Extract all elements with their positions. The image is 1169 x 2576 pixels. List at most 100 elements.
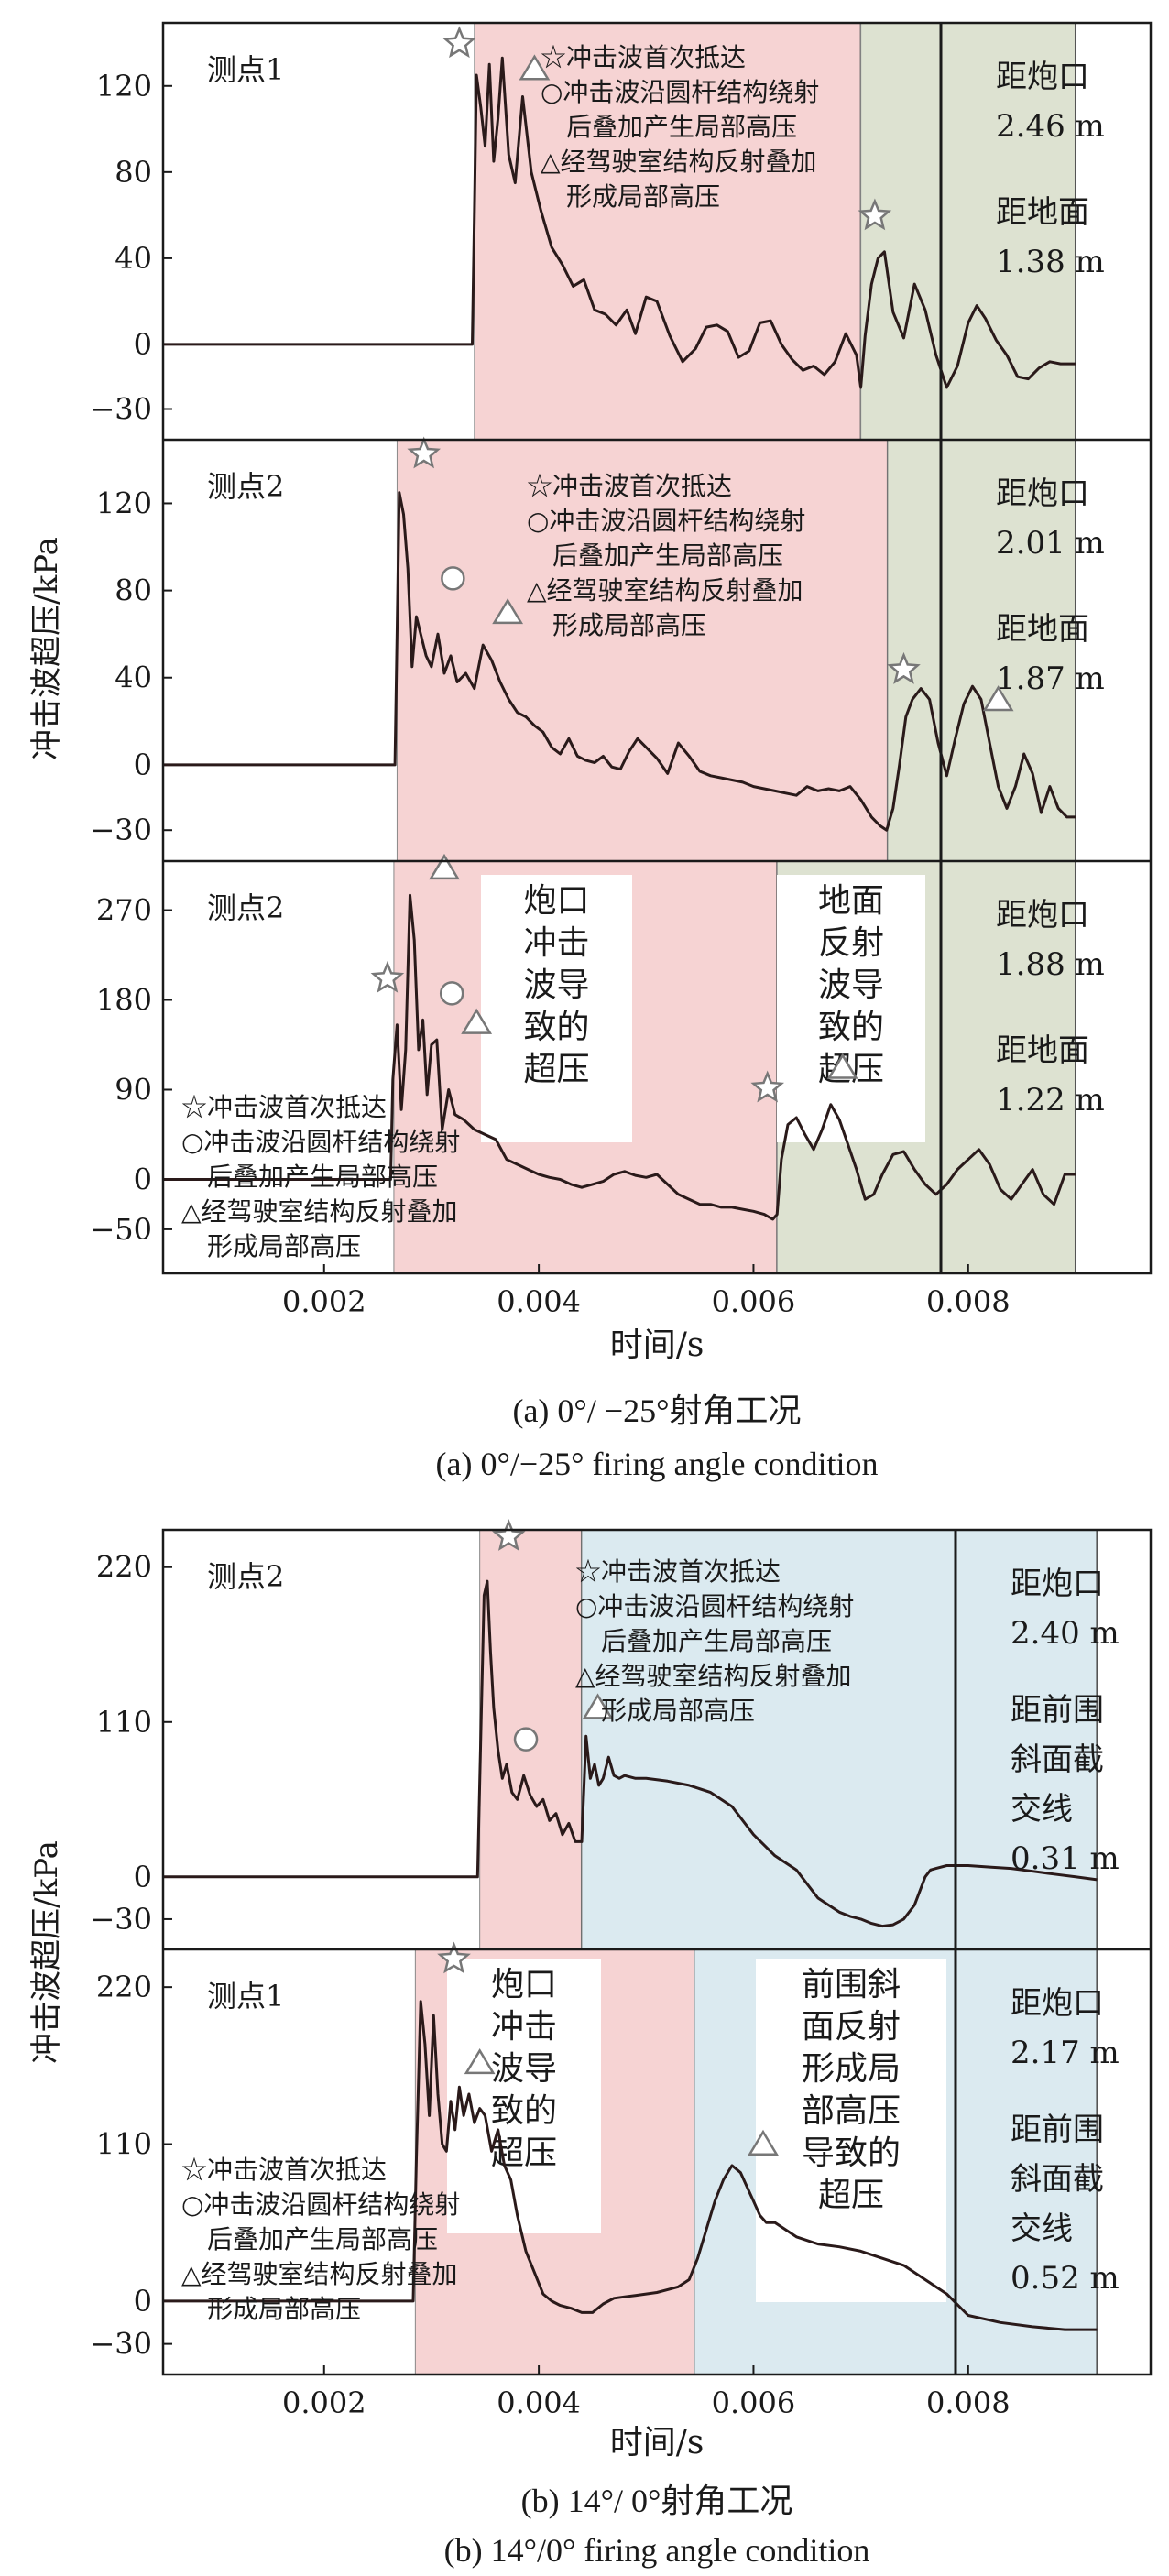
x-tick-label: 0.006 (712, 1284, 796, 1319)
info-text: 交线 (1011, 2210, 1073, 2247)
info-text: 2.46 m (996, 108, 1105, 145)
annotation-box-text: 超压 (523, 1051, 589, 1088)
y-tick-label: 120 (96, 486, 152, 520)
legend-line: 形成局部高压 (527, 610, 706, 640)
region-ground (860, 23, 1076, 440)
info-text: 2.17 m (1011, 2035, 1120, 2071)
legend-line: ☆冲击波首次抵达 (181, 1092, 387, 1122)
legend-line: ○冲击波沿圆杆结构绕射 (181, 1127, 460, 1157)
triangle-marker (461, 1008, 493, 1034)
info-text: 0.52 m (1011, 2260, 1120, 2297)
series-line (163, 1579, 1098, 1928)
triangle-marker (826, 1053, 858, 1079)
info-text: 斜面截 (1011, 1741, 1104, 1778)
annotation-box-text: 波导 (491, 2050, 557, 2088)
legend-line: △经驾驶室结构反射叠加 (527, 575, 803, 606)
y-tick-label: 40 (115, 241, 152, 276)
legend-line: 后叠加产生局部高压 (541, 112, 797, 142)
info-text: 2.01 m (996, 525, 1105, 562)
x-tick-label: 0.002 (282, 2385, 366, 2420)
info-text: 距炮口 (1011, 1985, 1104, 2022)
legend-line: ☆冲击波首次抵达 (527, 471, 732, 501)
x-tick-label: 0.002 (282, 1284, 366, 1319)
series-line (163, 56, 1076, 389)
y-tick-label: −30 (90, 1902, 152, 1937)
x-axis-label-b: 时间/s (610, 2424, 705, 2461)
legend-line: ○冲击波沿圆杆结构绕射 (575, 1591, 854, 1621)
annotation-box-text: 导致的 (802, 2134, 901, 2172)
caption-b-cn: (b) 14°/ 0°射角工况 (521, 2483, 793, 2519)
annotation-box-text: 超压 (818, 2177, 884, 2214)
circle-marker (439, 981, 464, 1006)
annotation-box-text: 致的 (818, 1009, 884, 1046)
y-tick-label: −30 (90, 2327, 152, 2362)
x-tick-label: 0.004 (497, 1284, 581, 1319)
annotation-box-ground (777, 875, 925, 1142)
x-tick-label: 0.008 (926, 1284, 1011, 1319)
series-line (163, 2000, 1098, 2331)
region-muzzle (474, 23, 861, 440)
star-marker (442, 26, 476, 59)
y-tick-label: 80 (115, 573, 152, 608)
info-text: 距炮口 (996, 59, 1089, 95)
legend-line: ☆冲击波首次抵达 (575, 1556, 781, 1587)
y-tick-label: 110 (96, 1705, 152, 1740)
annotation-box-text: 波导 (523, 966, 589, 1004)
triangle-marker (492, 597, 524, 625)
circle-marker (441, 566, 465, 591)
annotation-box-muzzle (447, 1959, 601, 2233)
series-line (163, 491, 1076, 832)
annotation-box-text: 冲击 (523, 924, 589, 962)
triangle-marker (464, 2047, 496, 2075)
annotation-box-muzzle (481, 875, 632, 1142)
legend-line: 后叠加产生局部高压 (575, 1626, 832, 1656)
info-text: 距地面 (996, 194, 1089, 231)
legend-line: ○冲击波沿圆杆结构绕射 (181, 2189, 460, 2220)
figure-frame-b (161, 1528, 1153, 2376)
info-text: 交线 (1011, 1791, 1073, 1828)
y-tick-label: 80 (115, 155, 152, 190)
panel-a3: 炮口冲击波导致的超压地面反射波导致的超压270180900−500.0020.0… (90, 853, 1105, 1319)
y-tick-label: 180 (96, 983, 152, 1018)
panel-a2: 120 80 40 0 −30 ☆冲击波首次抵达 ○冲击波沿圆杆结构绕射 后叠加产生局部高压… (90, 436, 1105, 861)
legend-line: ☆冲击波首次抵达 (181, 2155, 387, 2185)
annotation-box-text: 反射 (818, 924, 884, 962)
info-text: 距地面 (996, 1032, 1089, 1069)
y-tick-label: −30 (90, 813, 152, 847)
figure-frame-a (161, 21, 1153, 1275)
info-text: 斜面截 (1011, 2161, 1104, 2198)
region-muzzle (397, 440, 888, 861)
triangle-marker (748, 2129, 779, 2156)
legend-line: ○冲击波沿圆杆结构绕射 (541, 77, 819, 107)
legend-line: ○冲击波沿圆杆结构绕射 (527, 506, 805, 536)
legend-line: 后叠加产生局部高压 (181, 2224, 438, 2254)
y-tick-label: 0 (134, 1162, 152, 1196)
info-text: 距前围 (1011, 1692, 1104, 1729)
region-slope (581, 1530, 1098, 1949)
caption-a-cn: (a) 0°/ −25°射角工况 (512, 1392, 801, 1429)
x-axis-label-a: 时间/s (610, 1326, 705, 1364)
point-label: 测点1 (207, 1979, 284, 2014)
legend-line: 后叠加产生局部高压 (181, 1162, 438, 1192)
triangle-marker (582, 1693, 614, 1719)
info-text: 1.87 m (996, 660, 1105, 697)
y-axis-label-b: 冲击波超压/kPa (28, 1840, 65, 2064)
star-marker (750, 1070, 785, 1103)
annotation-box-text: 前围斜 (802, 1966, 901, 2003)
y-tick-label: 270 (96, 893, 152, 928)
info-text: 0.31 m (1011, 1840, 1120, 1877)
legend-line: △经驾驶室结构反射叠加 (181, 1196, 458, 1227)
legend-line: 形成局部高压 (181, 2294, 361, 2324)
annotation-box-text: 冲击 (491, 2008, 557, 2046)
y-tick-label: −50 (90, 1212, 152, 1247)
region-ground (887, 440, 1076, 861)
info-text: 距炮口 (996, 897, 1089, 933)
y-tick-label: 0 (134, 748, 152, 782)
annotation-box-slope (756, 1959, 946, 2302)
annotation-box-text: 形成局 (802, 2050, 901, 2088)
star-marker (407, 436, 441, 469)
info-text: 2.40 m (1011, 1615, 1120, 1652)
triangle-marker (519, 54, 551, 81)
legend-line: 形成局部高压 (541, 181, 720, 212)
